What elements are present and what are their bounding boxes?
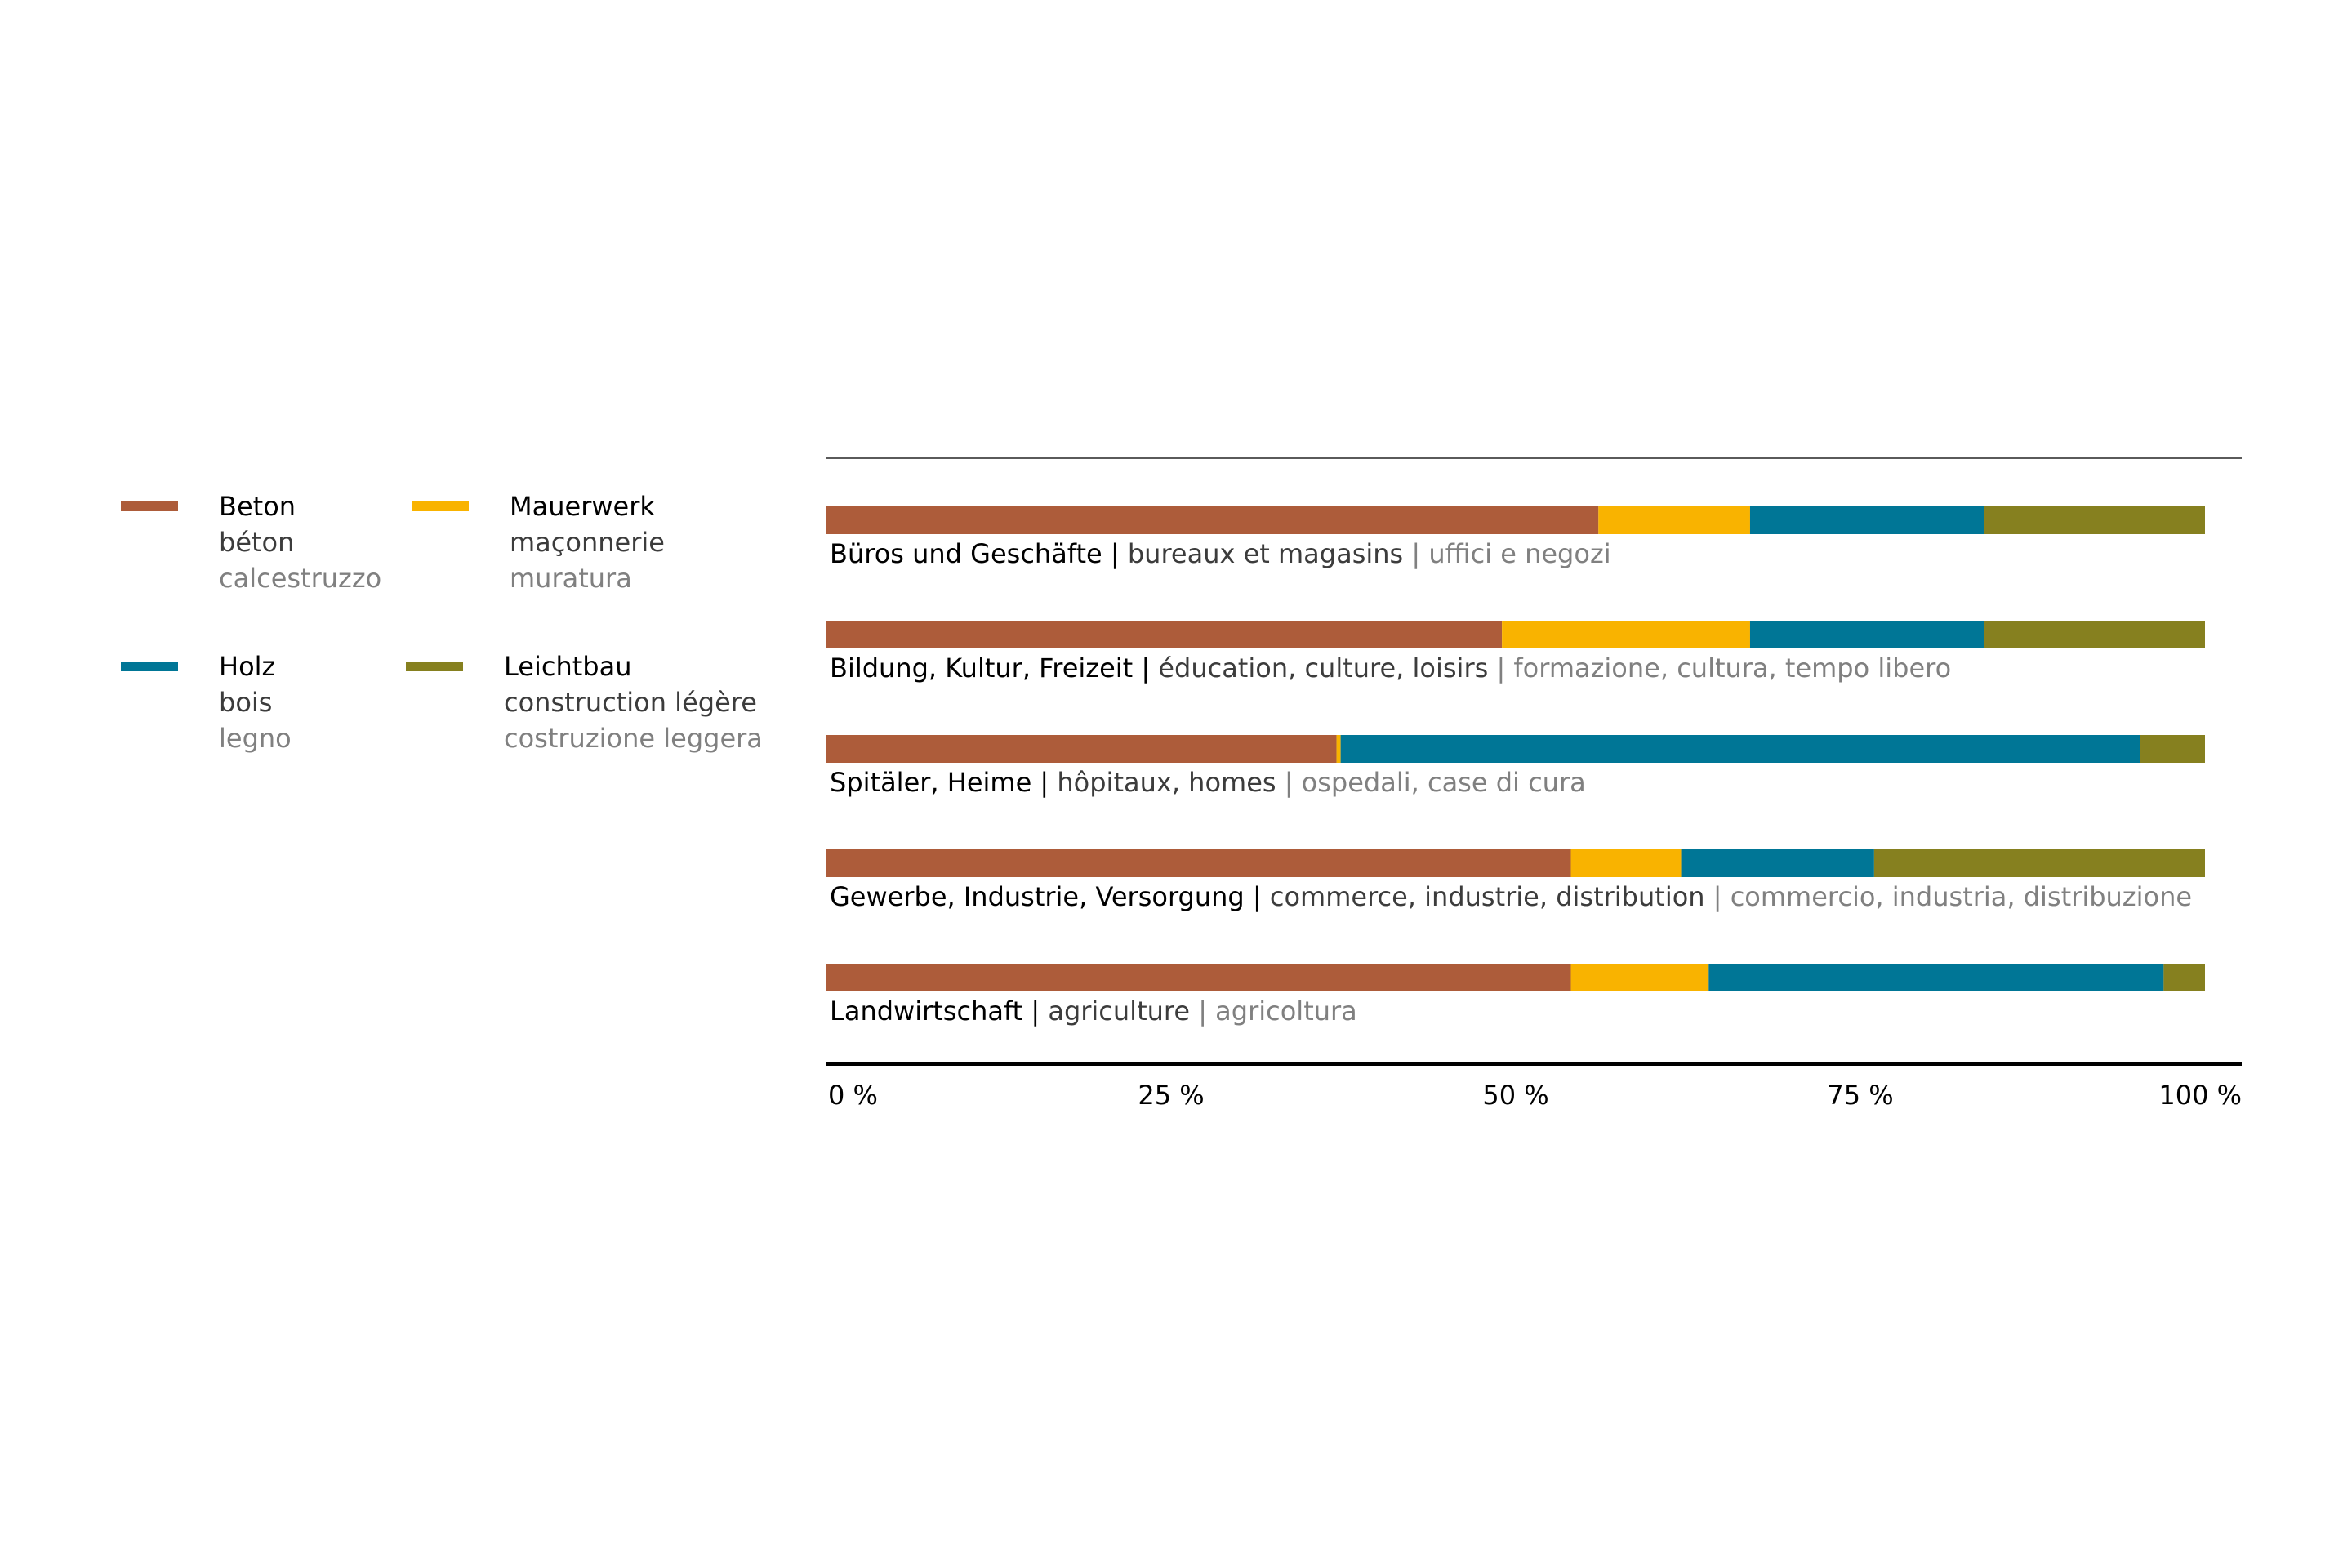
bar-segment — [1984, 621, 2205, 648]
legend-label-de: Mauerwerk — [510, 491, 655, 522]
bar-segment — [2163, 964, 2205, 991]
category-label-de: Spitäler, Heime — [830, 767, 1031, 798]
legend-swatch — [121, 501, 178, 511]
category-label-fr: éducation, culture, loisirs — [1158, 653, 1488, 684]
bar-segment — [1749, 621, 1984, 648]
category-label: Büros und Geschäfte | bureaux et magasin… — [830, 538, 1611, 569]
legend-label: Leichtbau construction légère costruzione … — [504, 648, 763, 756]
x-tick-label: 0 % — [828, 1080, 878, 1111]
bar-segment — [1681, 849, 1874, 877]
legend-label: Mauerwerk maçonnerie muratura — [510, 488, 665, 596]
bar-segment — [1340, 735, 2140, 763]
x-tick-label: 50 % — [1482, 1080, 1548, 1111]
bar-segment — [1570, 849, 1682, 877]
legend-label-de: Leichtbau — [504, 651, 632, 682]
bar-segment — [1749, 506, 1984, 534]
legend-label-fr: construction légère — [504, 687, 757, 718]
category-label-fr: hôpitaux, homes — [1057, 767, 1276, 798]
legend-label-it: calcestruzzo — [219, 563, 382, 594]
category-label-de: Gewerbe, Industrie, Versorgung — [830, 881, 1245, 912]
category-label-it: uffici e negozi — [1428, 538, 1610, 569]
bar-segment — [1502, 621, 1750, 648]
category-label-de: Bildung, Kultur, Freizeit — [830, 653, 1133, 684]
bar-segment — [826, 735, 1337, 763]
label-separator: | — [1031, 767, 1057, 798]
legend-label-fr: maçonnerie — [510, 527, 665, 558]
bar-segment — [1873, 849, 2205, 877]
x-tick-label: 75 % — [1827, 1080, 1893, 1111]
legend-swatch — [412, 501, 469, 511]
legend-label-fr: béton — [219, 527, 295, 558]
bar-segment — [1570, 964, 1709, 991]
category-label-fr: commerce, industrie, distribution — [1270, 881, 1705, 912]
label-separator: | — [1705, 881, 1731, 912]
legend-label-de: Beton — [219, 491, 296, 522]
bar-segment — [1336, 735, 1341, 763]
label-separator: | — [1190, 996, 1215, 1027]
legend-swatch — [121, 662, 178, 671]
bar-segment — [826, 849, 1571, 877]
bar-segment — [1598, 506, 1750, 534]
bar-segment — [2140, 735, 2205, 763]
category-label-it: formazione, cultura, tempo libero — [1513, 653, 1951, 684]
legend-label: Holz bois legno — [219, 648, 292, 756]
category-label: Bildung, Kultur, Freizeit | éducation, c… — [830, 653, 1951, 684]
category-label-it: ospedali, case di cura — [1302, 767, 1586, 798]
bar-segment — [826, 506, 1599, 534]
legend-label-it: legno — [219, 723, 292, 754]
label-separator: | — [1102, 538, 1128, 569]
label-separator: | — [1276, 767, 1302, 798]
bar-segment — [1984, 506, 2205, 534]
category-label-fr: agriculture — [1048, 996, 1190, 1027]
category-label-de: Büros und Geschäfte — [830, 538, 1102, 569]
label-separator: | — [1133, 653, 1158, 684]
bar-segment — [826, 964, 1571, 991]
category-label: Gewerbe, Industrie, Versorgung | commerc… — [830, 881, 2192, 912]
label-separator: | — [1245, 881, 1270, 912]
label-separator: | — [1488, 653, 1513, 684]
legend-label-it: costruzione leggera — [504, 723, 763, 754]
legend-label-fr: bois — [219, 687, 273, 718]
x-tick-label: 25 % — [1138, 1080, 1204, 1111]
legend-swatch — [406, 662, 463, 671]
bar-segment — [826, 621, 1503, 648]
bar-segment — [1708, 964, 2164, 991]
category-label-it: agricoltura — [1215, 996, 1357, 1027]
category-label: Landwirtschaft | agriculture | agricoltu… — [830, 996, 1357, 1027]
category-label-fr: bureaux et magasins — [1128, 538, 1403, 569]
category-label-de: Landwirtschaft — [830, 996, 1022, 1027]
category-label-it: commercio, industria, distribuzione — [1731, 881, 2192, 912]
label-separator: | — [1022, 996, 1048, 1027]
legend-label-de: Holz — [219, 651, 276, 682]
legend-label-it: muratura — [510, 563, 632, 594]
legend-label: Beton béton calcestruzzo — [219, 488, 381, 596]
label-separator: | — [1403, 538, 1428, 569]
category-label: Spitäler, Heime | hôpitaux, homes | ospe… — [830, 767, 1586, 798]
x-tick-label: 100 % — [2158, 1080, 2242, 1111]
